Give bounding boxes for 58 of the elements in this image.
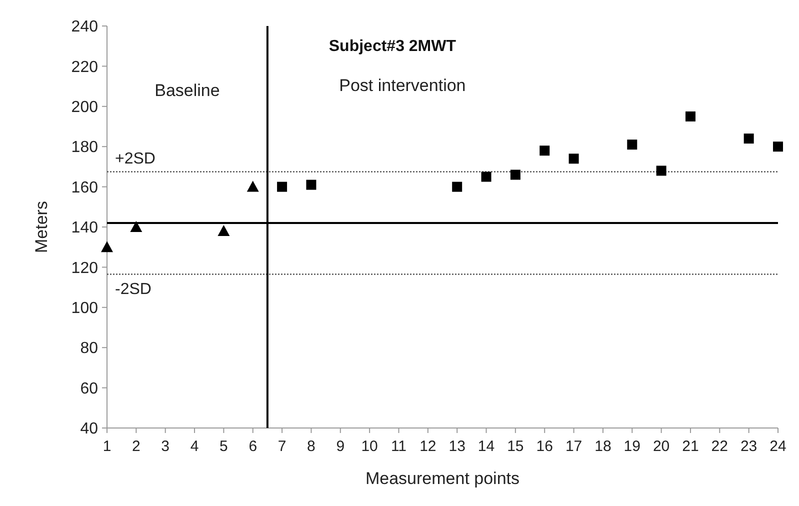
x-tick-label: 20 [652, 438, 670, 455]
x-tick-label: 12 [420, 438, 436, 455]
x-tick-label: 1 [102, 438, 112, 455]
x-tick-label: 5 [220, 438, 228, 455]
x-tick-label: 18 [594, 438, 612, 455]
point [540, 146, 550, 156]
x-tick-label: 21 [682, 438, 699, 455]
x-axis-title: Measurement points [365, 469, 520, 488]
x-tick-label: 2 [132, 438, 140, 455]
y-tick-label: 240 [71, 18, 98, 36]
point [306, 180, 316, 190]
y-tick-label: 200 [71, 99, 98, 116]
x-tick-label: 11 [390, 438, 407, 455]
point [452, 182, 462, 192]
annotation: Post intervention [339, 76, 466, 95]
x-tick-label: 24 [770, 438, 786, 455]
x-tick-label: 9 [336, 438, 345, 455]
x-tick-label: 8 [307, 438, 316, 455]
point [627, 140, 638, 150]
point [130, 221, 142, 232]
x-tick-label: 3 [161, 438, 170, 455]
x-tick-label: 10 [361, 438, 378, 455]
point [277, 182, 288, 192]
y-tick-label: 140 [71, 220, 98, 237]
x-tick-label: 14 [478, 438, 495, 455]
y-tick-label: 40 [80, 420, 98, 438]
point [218, 225, 230, 236]
x-tick-label: 19 [624, 438, 640, 455]
x-tick-label: 23 [740, 438, 758, 455]
y-tick-label: 220 [71, 58, 98, 76]
x-tick-label: 6 [248, 438, 258, 455]
x-tick-label: 13 [448, 438, 466, 455]
ref-line-label: +2SD [115, 150, 156, 168]
y-axis-title: Meters [32, 201, 51, 253]
ref-line-label: -2SD [115, 281, 152, 298]
point [656, 166, 666, 176]
annotation: Baseline [154, 81, 220, 100]
y-tick-label: 160 [71, 179, 98, 196]
y-tick-label: 120 [71, 260, 98, 277]
point [685, 111, 696, 122]
y-tick-label: 60 [80, 380, 98, 398]
point [568, 154, 579, 164]
point [744, 134, 754, 144]
x-tick-label: 7 [278, 438, 286, 455]
x-tick-label: 15 [507, 438, 524, 455]
text: Subject#3 2MWT [328, 38, 456, 55]
x-tick-label: 22 [711, 438, 728, 455]
x-tick-label: 17 [565, 438, 582, 455]
x-tick-label: 16 [536, 438, 553, 455]
x-tick-label: 4 [190, 438, 199, 455]
point [101, 241, 113, 252]
y-tick-label: 80 [80, 340, 98, 358]
point [481, 172, 492, 182]
point [246, 180, 259, 192]
point [510, 170, 520, 180]
y-tick-label: 100 [71, 300, 98, 317]
point [773, 142, 783, 152]
y-tick-label: 180 [71, 139, 98, 156]
